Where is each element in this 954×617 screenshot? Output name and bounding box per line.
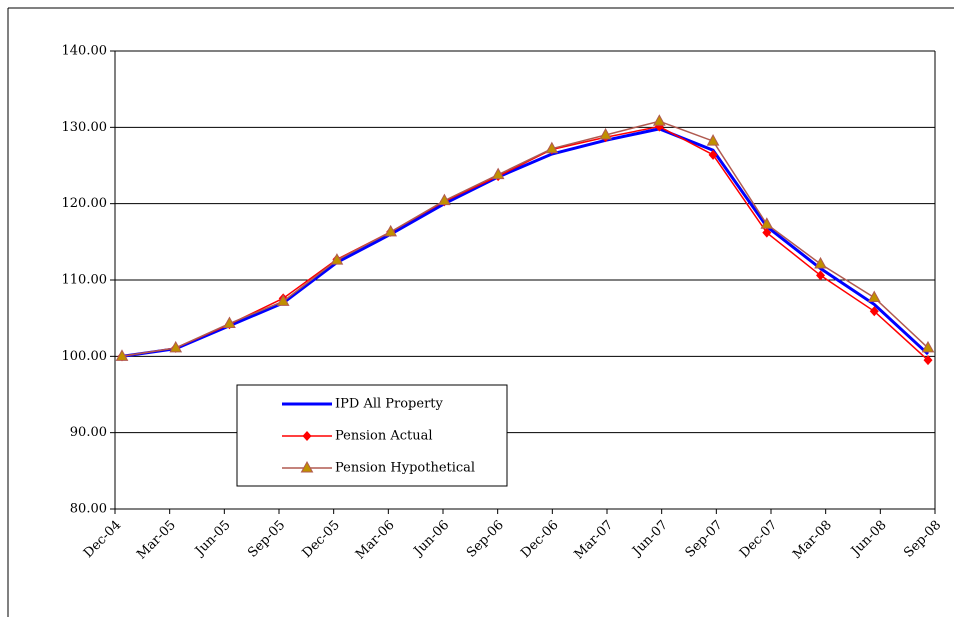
marker [276, 294, 290, 306]
legend-marker [300, 460, 314, 473]
marker [923, 355, 933, 366]
y-tick-label: 140.00 [62, 44, 108, 59]
x-tick-label: Mar-08 [790, 518, 835, 563]
x-tick-label: Sep-08 [901, 518, 944, 561]
series-line [121, 125, 929, 361]
marker [115, 349, 129, 361]
x-tick-label: Dec-04 [81, 518, 124, 561]
y-tick-label: 100.00 [62, 349, 108, 364]
x-tick-label: Sep-05 [245, 518, 288, 561]
legend-label: IPD All Property [335, 397, 444, 412]
x-tick-label: Mar-05 [134, 518, 179, 563]
marker [921, 340, 935, 353]
y-tick-label: 110.00 [62, 273, 108, 288]
marker [491, 167, 505, 180]
series-line [121, 127, 930, 358]
y-tick-label: 130.00 [62, 120, 108, 135]
x-tick-label: Jun-05 [191, 518, 233, 560]
legend-label: Pension Hypothetical [335, 461, 475, 476]
marker [867, 290, 881, 303]
marker [760, 217, 774, 229]
x-tick-label: Dec-05 [300, 518, 343, 561]
x-tick-label: Mar-07 [572, 518, 617, 563]
marker [599, 127, 612, 140]
x-tick-label: Dec-07 [737, 518, 780, 561]
legend-label: Pension Actual [335, 429, 433, 444]
x-tick-label: Sep-07 [683, 518, 726, 561]
x-tick-label: Dec-06 [518, 518, 561, 561]
marker [330, 253, 344, 265]
marker [384, 224, 398, 237]
marker [652, 114, 666, 126]
x-tick-label: Jun-08 [847, 518, 889, 560]
x-tick-label: Mar-06 [353, 518, 398, 563]
marker [223, 316, 236, 329]
legend-marker [302, 431, 312, 441]
y-tick-label: 120.00 [62, 196, 108, 211]
marker [438, 193, 451, 206]
marker [814, 256, 827, 269]
marker [869, 306, 879, 317]
x-tick-label: Jun-07 [629, 518, 671, 560]
y-tick-label: 80.00 [70, 502, 107, 517]
marker [762, 227, 772, 238]
x-tick-label: Jun-06 [410, 518, 452, 560]
marker [169, 340, 183, 353]
y-tick-label: 90.00 [70, 425, 107, 440]
x-tick-label: Sep-06 [464, 518, 507, 561]
marker [545, 141, 559, 154]
marker [816, 270, 826, 281]
marker [708, 149, 718, 160]
marker [706, 134, 720, 146]
series-line [121, 120, 929, 358]
